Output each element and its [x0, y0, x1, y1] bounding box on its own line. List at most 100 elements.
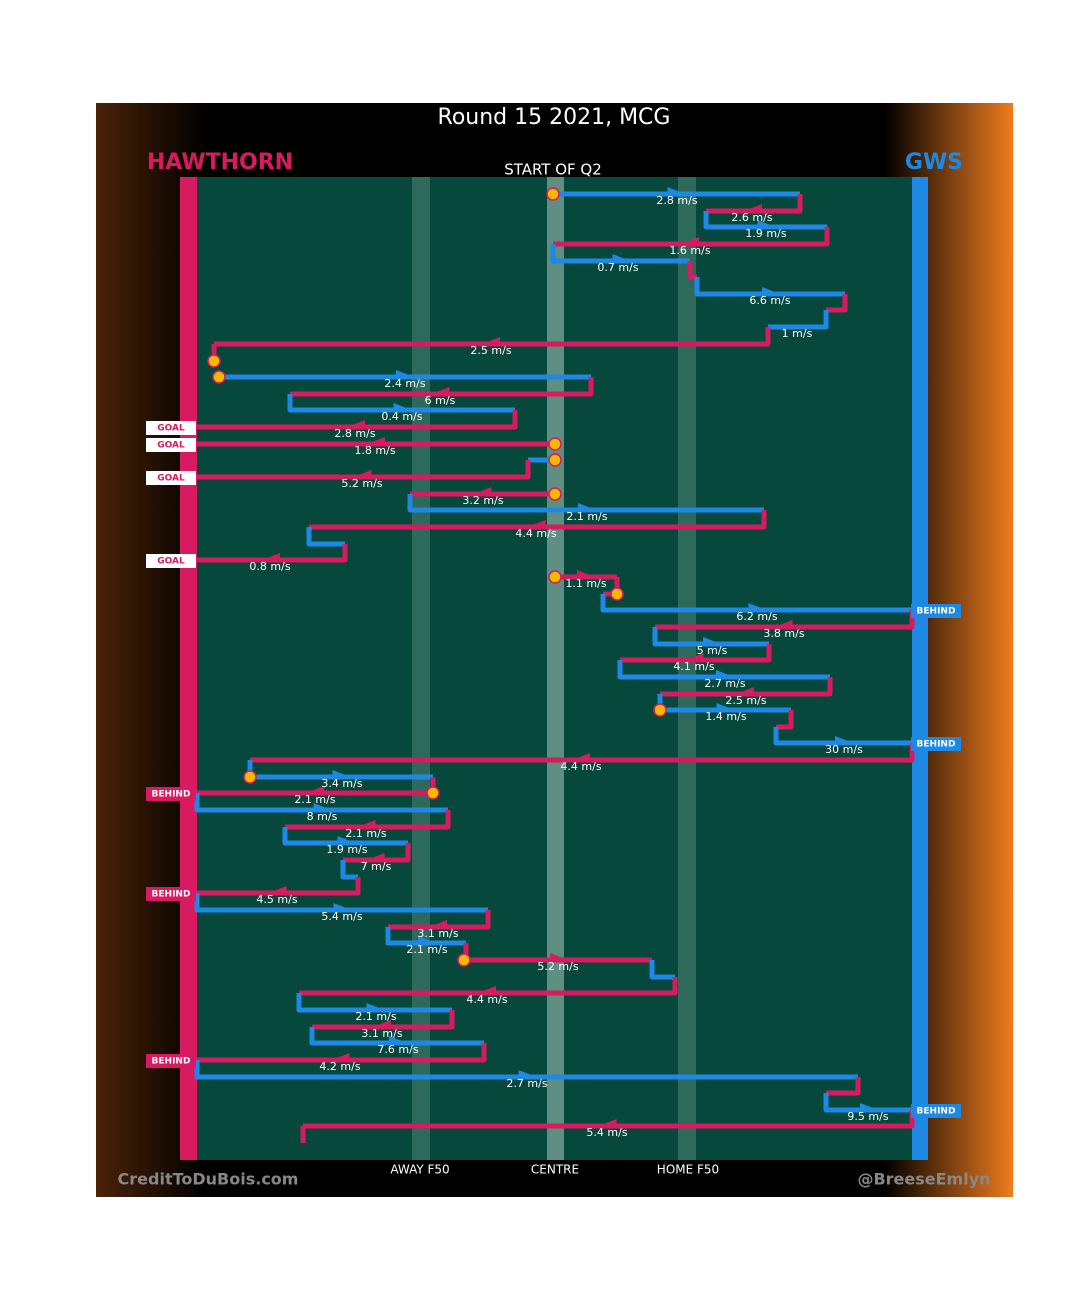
speed-label: 7.6 m/s [377, 1043, 418, 1056]
arrow [612, 254, 631, 261]
speed-label: 0.7 m/s [597, 261, 638, 274]
speed-label: 2.7 m/s [506, 1077, 547, 1090]
possession-path [617, 660, 830, 680]
chains: 2.8 m/s 2.6 m/s 1.9 m/s 1.6 m/s 0.7 m/s 6.6 m… [146, 187, 961, 1143]
possession-path [282, 827, 408, 846]
arrow [550, 953, 568, 960]
speed-label: 4.4 m/s [515, 527, 556, 540]
credit: @BreeseEmlyn [857, 1170, 990, 1189]
possession-path [600, 594, 912, 613]
speed-label: 0.4 m/s [381, 410, 422, 423]
possession-path [694, 277, 845, 297]
speed-label: 2.8 m/s [656, 194, 697, 207]
speed-label: 30 m/s [825, 743, 863, 756]
ball-up [546, 187, 560, 201]
score-label: BEHIND [152, 1057, 191, 1067]
speed-label: 2.1 m/s [406, 943, 447, 956]
arrow [473, 487, 492, 494]
possession-path [768, 310, 829, 330]
speed-label: 2.4 m/s [384, 377, 425, 390]
arrow [268, 886, 287, 893]
possession-path [826, 294, 848, 313]
possession-path [652, 627, 769, 647]
score-tag [911, 737, 961, 751]
speed-label: 2.1 m/s [294, 793, 335, 806]
speed-label: 3.8 m/s [763, 627, 804, 640]
arrow [347, 420, 365, 427]
speed-label: 4.5 m/s [256, 893, 297, 906]
speed-label: 3.4 m/s [321, 777, 362, 790]
speed-label: 1.9 m/s [326, 843, 367, 856]
zone-stripe [412, 177, 430, 1160]
possession-path [309, 1027, 484, 1046]
ball-up [653, 703, 667, 717]
credit: CreditToDuBois.com [118, 1170, 299, 1189]
ball-up [548, 437, 562, 451]
speed-label: 9.5 m/s [847, 1110, 888, 1123]
speed-label: 2.5 m/s [470, 344, 511, 357]
score-tag [911, 604, 961, 618]
speed-label: 5.4 m/s [321, 910, 362, 923]
speed-label: 3.2 m/s [462, 494, 503, 507]
ball-up [207, 354, 221, 368]
speed-label: 2.6 m/s [731, 211, 772, 224]
arrow [393, 403, 412, 410]
arrow [337, 836, 356, 843]
zone-label: HOME F50 [657, 1163, 719, 1177]
possession-path [299, 977, 678, 996]
speed-label: 8 m/s [307, 810, 338, 823]
possession-path [826, 1077, 861, 1096]
possession-path [776, 710, 794, 730]
possession-path [620, 644, 772, 663]
ball-up [243, 770, 257, 784]
possession-path [296, 993, 452, 1013]
ball-up [426, 786, 440, 800]
possession-path [306, 527, 345, 547]
possession-path [340, 860, 358, 880]
arrow [860, 1103, 878, 1110]
score-label: GOAL [157, 424, 185, 434]
score-tag [146, 787, 196, 801]
possession-path [550, 244, 690, 264]
speed-label: 4.4 m/s [560, 760, 601, 773]
arrow [366, 1003, 385, 1010]
score-label: BEHIND [152, 890, 191, 900]
score-tag [146, 554, 196, 568]
possession-path [660, 677, 833, 697]
arrow [598, 1119, 617, 1126]
ball-up [548, 487, 562, 501]
zone-stripe [678, 177, 696, 1160]
home-team: HAWTHORN [147, 150, 293, 175]
arrow [313, 803, 332, 810]
arrow [518, 1070, 537, 1077]
arrow [306, 786, 324, 793]
arrow [744, 204, 762, 211]
arrow [762, 287, 780, 294]
arrow [716, 670, 734, 677]
speed-label: 3.1 m/s [361, 1027, 402, 1040]
arrow [578, 503, 596, 510]
away-goal-line [912, 177, 928, 1160]
arrow [748, 603, 767, 610]
score-tag [146, 471, 196, 485]
possession-path [194, 793, 448, 813]
score-label: GOAL [157, 557, 185, 567]
arrow [333, 903, 352, 910]
arrow [418, 936, 436, 943]
possession-path [823, 1093, 912, 1113]
arrow [681, 237, 699, 244]
score-label: GOAL [157, 474, 185, 484]
arrow [703, 637, 721, 644]
start-label: START OF Q2 [504, 161, 602, 179]
arrow [577, 570, 595, 577]
speed-label: 1.9 m/s [745, 227, 786, 240]
score-label: BEHIND [917, 740, 956, 750]
possession-path [197, 544, 348, 563]
arrow [478, 986, 496, 993]
speed-label: 1 m/s [782, 327, 813, 340]
arrow [367, 437, 385, 444]
possession-path [773, 727, 912, 746]
possession-path [309, 510, 767, 530]
possession-path [197, 877, 361, 896]
ball-up [212, 370, 226, 384]
